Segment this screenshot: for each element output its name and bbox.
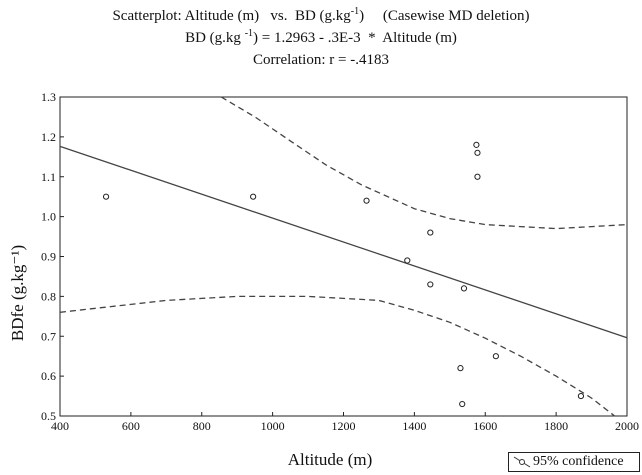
- y-tick-label: 0.6: [41, 369, 56, 383]
- x-tick-label: 400: [51, 419, 69, 433]
- x-tick-label: 2000: [615, 419, 639, 433]
- regression-line: [59, 145, 628, 339]
- data-point: [460, 285, 468, 292]
- data-point: [459, 400, 466, 408]
- data-point: [363, 197, 370, 204]
- chart-title: Scatterplot: Altitude (m) vs. BD (g.kg-1…: [112, 6, 530, 24]
- y-tick-label: 1.1: [41, 170, 56, 184]
- regression-equation: BD (g.kg -1) = 1.2963 - .3E-3 * Altitude…: [185, 28, 457, 46]
- data-point: [474, 149, 481, 156]
- y-tick-label: 0.8: [41, 289, 56, 303]
- data-point: [457, 365, 464, 372]
- legend-label: 95% confidence: [533, 454, 624, 469]
- x-tick-label: 1800: [544, 419, 568, 433]
- y-tick-label: 0.7: [41, 329, 56, 343]
- x-tick-label: 1400: [402, 419, 426, 433]
- legend-confidence-icon: [513, 456, 531, 468]
- y-tick-label: 1.0: [41, 210, 56, 224]
- y-tick-label: 1.3: [41, 90, 56, 104]
- data-point: [102, 193, 110, 200]
- x-tick-label: 800: [193, 419, 211, 433]
- data-point: [474, 173, 481, 180]
- x-tick-label: 1000: [261, 419, 285, 433]
- data-point: [427, 281, 434, 288]
- x-tick-label: 1600: [473, 419, 497, 433]
- x-axis-label: Altitude (m): [287, 450, 373, 469]
- y-axis-label: BDfe (g.kg⁻¹): [8, 244, 27, 342]
- legend: 95% confidence: [508, 452, 640, 472]
- data-point: [404, 257, 411, 264]
- confidence-lower-line: [59, 295, 615, 417]
- confidence-upper-line: [220, 96, 628, 230]
- y-tick-label: 0.9: [41, 250, 56, 264]
- data-point: [473, 141, 480, 148]
- correlation-text: Correlation: r = -.4183: [253, 52, 389, 68]
- data-point: [577, 392, 585, 400]
- data-point: [427, 229, 434, 236]
- y-tick-label: 0.5: [41, 409, 56, 423]
- y-tick-label: 1.2: [41, 130, 56, 144]
- x-tick-label: 1200: [332, 419, 356, 433]
- data-point: [250, 193, 257, 200]
- data-point: [492, 353, 499, 360]
- x-tick-label: 600: [122, 419, 140, 433]
- plot-area: [59, 96, 628, 417]
